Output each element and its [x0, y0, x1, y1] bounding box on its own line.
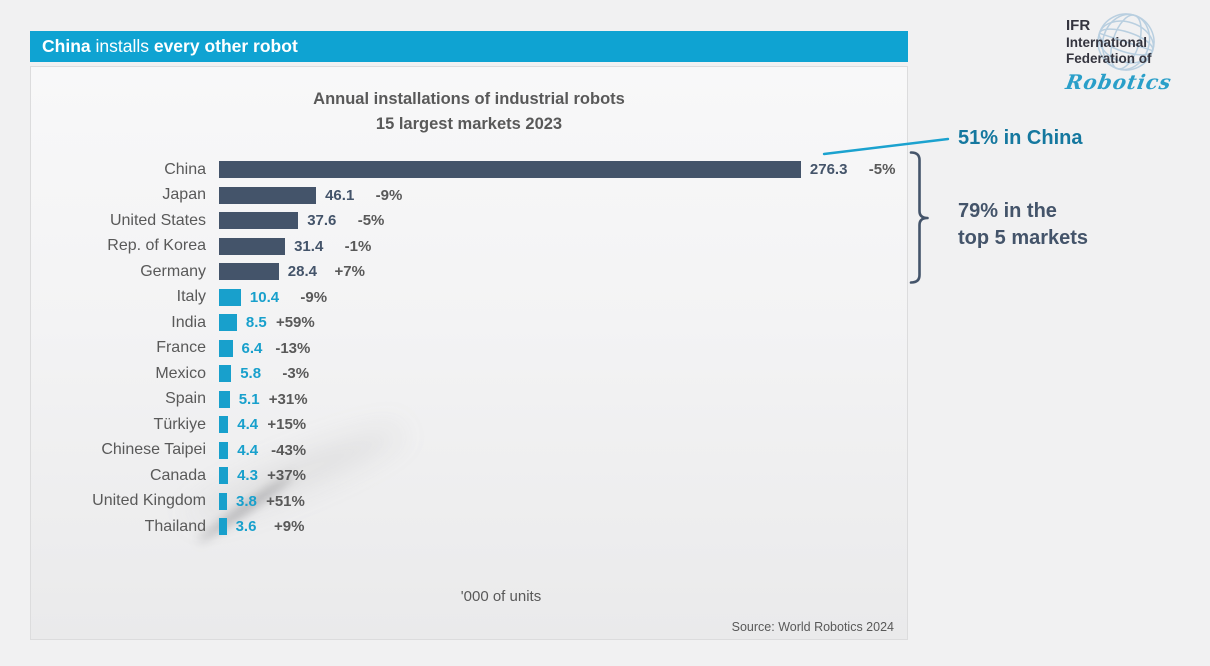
bar-row-china: China 276.3 -5% — [31, 157, 907, 183]
bar-row-thailand: Thailand 3.6 +9% — [31, 514, 907, 540]
chart-title-line1: Annual installations of industrial robot… — [313, 90, 625, 108]
change-pct-label: +51% — [266, 492, 305, 510]
value-label: 8.5 — [245, 314, 267, 332]
bar-row-germany: Germany 28.4 +7% — [31, 259, 907, 285]
change-pct-label: -1% — [344, 237, 372, 255]
value-label: 28.4 — [287, 263, 317, 281]
bar-row-spain: Spain 5.1 +31% — [31, 387, 907, 413]
bar-row-united-kingdom: United Kingdom 3.8 +51% — [31, 489, 907, 515]
category-label: France — [156, 339, 206, 357]
category-label: Italy — [176, 288, 206, 306]
logo-line-federation: Federation of — [1066, 51, 1152, 66]
value-label: 6.4 — [241, 339, 263, 357]
category-label: China — [164, 160, 206, 178]
logo-line-ifr: IFR — [1066, 17, 1091, 34]
value-label: 4.4 — [237, 441, 259, 459]
axis-unit-label: '000 of units — [460, 588, 542, 605]
category-label: Chinese Taipei — [101, 441, 206, 459]
bar — [219, 186, 317, 204]
value-label: 37.6 — [307, 212, 337, 230]
bar — [219, 339, 233, 357]
value-label: 3.8 — [236, 492, 257, 510]
chart-title-line2: 15 largest markets 2023 — [375, 115, 563, 133]
bar — [219, 441, 229, 459]
bar — [219, 212, 299, 230]
bar-row-united-states: United States 37.6 -5% — [31, 208, 907, 234]
bar-row-rep-of-korea: Rep. of Korea 31.4 -1% — [31, 234, 907, 260]
category-label: United Kingdom — [92, 492, 206, 510]
category-label: Türkiye — [153, 415, 206, 433]
ifr-logo: IFR International Federation of Robotics — [1063, 13, 1206, 110]
value-label: 3.6 — [235, 518, 257, 536]
bar-row-mexico: Mexico 5.8 -3% — [31, 361, 907, 387]
category-label: Canada — [149, 466, 206, 484]
value-label: 276.3 — [809, 161, 848, 179]
bar-row-chinese-taipei: Chinese Taipei 4.4 -43% — [31, 438, 907, 464]
change-pct-label: -5% — [357, 212, 385, 230]
bar — [219, 492, 227, 510]
change-pct-label: -9% — [300, 288, 328, 306]
change-pct-label: +37% — [267, 467, 306, 485]
category-label: Germany — [140, 262, 206, 280]
headline-bar: China installs every other robot — [30, 31, 908, 62]
category-label: Spain — [165, 390, 206, 408]
china-share-callout: 51% in China — [958, 127, 1083, 149]
bar — [219, 518, 227, 536]
bar — [219, 390, 230, 408]
change-pct-label: -43% — [271, 441, 307, 459]
change-pct-label: -5% — [868, 161, 896, 179]
category-label: United States — [109, 211, 206, 229]
bar-row-t-rkiye: Türkiye 4.4 +15% — [31, 412, 907, 438]
bar — [219, 314, 237, 332]
bar — [219, 263, 279, 281]
category-label: Thailand — [144, 517, 206, 535]
bar-row-italy: Italy 10.4 -9% — [31, 285, 907, 311]
bar-row-france: France 6.4 -13% — [31, 336, 907, 362]
bar — [219, 365, 232, 383]
change-pct-label: -9% — [375, 186, 403, 204]
change-pct-label: -13% — [275, 339, 311, 357]
logo-line-international: International — [1066, 34, 1148, 50]
bar — [219, 416, 229, 434]
value-label: 5.8 — [240, 365, 262, 383]
top5-bracket — [909, 151, 929, 284]
logo-robotics-script: Robotics — [1063, 69, 1174, 94]
bar-rows: China 276.3 -5% Japan 46.1 -9% United States 37… — [31, 157, 907, 540]
category-label: India — [171, 313, 206, 331]
top5-share-line2: top 5 markets — [958, 227, 1089, 249]
change-pct-label: +59% — [275, 314, 315, 332]
category-label: Japan — [162, 186, 206, 204]
headline-bold-china: China — [42, 36, 91, 56]
bar — [219, 237, 286, 255]
value-label: 31.4 — [294, 237, 324, 255]
value-label: 4.4 — [237, 416, 259, 434]
bar-row-india: India 8.5 +59% — [31, 310, 907, 336]
change-pct-label: +7% — [334, 263, 365, 281]
top5-share-line1: 79% in the — [958, 200, 1057, 222]
category-label: Rep. of Korea — [107, 237, 206, 255]
value-label: 5.1 — [238, 390, 260, 408]
change-pct-label: -3% — [282, 365, 310, 383]
bar — [219, 288, 241, 306]
category-label: Mexico — [155, 364, 206, 382]
value-label: 10.4 — [249, 288, 280, 306]
bar-row-canada: Canada 4.3 +37% — [31, 463, 907, 489]
top5-share-callout: 79% in the top 5 markets — [958, 198, 1088, 252]
value-label: 4.3 — [237, 467, 258, 485]
headline-middle: installs — [90, 36, 154, 56]
chart-panel: Annual installations of industrial robot… — [30, 66, 908, 640]
change-pct-label: +15% — [267, 416, 307, 434]
change-pct-label: +9% — [274, 518, 305, 536]
bar — [219, 161, 801, 179]
change-pct-label: +31% — [268, 390, 308, 408]
chart-title: Annual installations of industrial robot… — [31, 87, 907, 137]
source-label: Source: World Robotics 2024 — [731, 620, 894, 634]
bar — [219, 467, 229, 485]
bar-row-japan: Japan 46.1 -9% — [31, 183, 907, 209]
globe-icon — [1097, 13, 1155, 71]
headline-bold-rest: every other robot — [153, 36, 298, 56]
value-label: 46.1 — [325, 186, 355, 204]
